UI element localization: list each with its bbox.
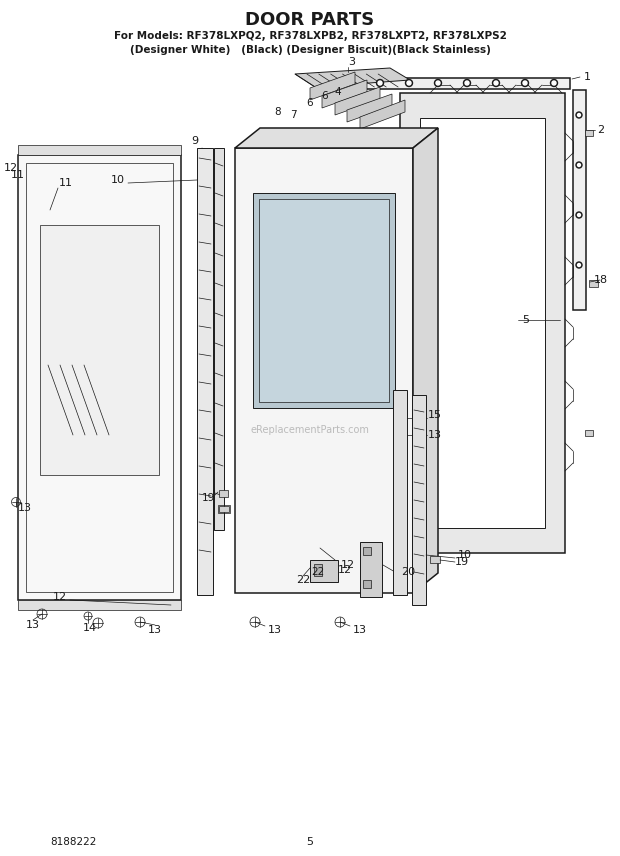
Bar — [585, 430, 593, 436]
Text: 12: 12 — [338, 565, 352, 575]
Polygon shape — [573, 90, 586, 310]
Text: DOOR PARTS: DOOR PARTS — [246, 11, 374, 29]
Circle shape — [405, 80, 412, 86]
Circle shape — [576, 112, 582, 118]
Text: 4: 4 — [335, 87, 342, 97]
Circle shape — [465, 81, 469, 85]
Circle shape — [407, 81, 411, 85]
Bar — [360, 542, 382, 597]
Text: 1: 1 — [583, 72, 590, 82]
Polygon shape — [18, 155, 181, 600]
Text: 19: 19 — [202, 493, 215, 503]
Bar — [589, 280, 598, 287]
Text: 13: 13 — [26, 620, 40, 630]
Bar — [310, 560, 338, 582]
Circle shape — [376, 80, 384, 86]
Polygon shape — [259, 199, 389, 402]
Polygon shape — [413, 128, 438, 593]
Circle shape — [378, 81, 382, 85]
Circle shape — [551, 80, 557, 86]
Text: 11: 11 — [11, 170, 25, 180]
Circle shape — [576, 162, 582, 168]
Bar — [219, 506, 229, 512]
Circle shape — [552, 81, 556, 85]
Text: 22: 22 — [311, 567, 325, 577]
Polygon shape — [310, 72, 355, 100]
Text: 12: 12 — [53, 592, 67, 602]
Bar — [218, 505, 230, 513]
Polygon shape — [214, 148, 224, 530]
Circle shape — [494, 81, 498, 85]
Bar — [314, 564, 322, 576]
Polygon shape — [335, 87, 380, 115]
Text: 20: 20 — [401, 567, 415, 577]
Text: 13: 13 — [268, 625, 282, 635]
Text: 18: 18 — [594, 275, 608, 285]
Circle shape — [577, 114, 580, 116]
Text: 14: 14 — [83, 623, 97, 633]
Polygon shape — [420, 118, 545, 528]
Text: 10: 10 — [458, 550, 472, 560]
Text: 13: 13 — [148, 625, 162, 635]
Text: eReplacementParts.com: eReplacementParts.com — [250, 425, 370, 435]
Bar — [219, 490, 228, 497]
Polygon shape — [40, 225, 159, 475]
Text: 5: 5 — [523, 315, 529, 325]
Bar — [585, 130, 593, 136]
Text: 8: 8 — [275, 107, 281, 117]
Text: 6: 6 — [322, 91, 329, 101]
Circle shape — [464, 80, 471, 86]
Circle shape — [577, 264, 580, 266]
Polygon shape — [197, 148, 213, 595]
Bar — [363, 547, 371, 555]
Polygon shape — [412, 395, 426, 605]
Text: 13: 13 — [18, 503, 32, 513]
Circle shape — [523, 81, 527, 85]
Text: 5: 5 — [306, 837, 314, 847]
Polygon shape — [322, 80, 367, 108]
Text: 15: 15 — [428, 410, 442, 420]
Circle shape — [576, 212, 582, 218]
Text: 9: 9 — [192, 136, 198, 146]
Text: 22: 22 — [296, 575, 310, 585]
Text: 8188222: 8188222 — [50, 837, 96, 847]
Text: 6: 6 — [307, 98, 313, 108]
Text: (Designer White)   (Black) (Designer Biscuit)(Black Stainless): (Designer White) (Black) (Designer Biscu… — [130, 45, 490, 55]
Bar — [430, 556, 440, 563]
Polygon shape — [18, 145, 181, 155]
Circle shape — [577, 163, 580, 167]
Circle shape — [492, 80, 500, 86]
Text: 2: 2 — [598, 125, 604, 135]
Polygon shape — [253, 193, 395, 408]
Polygon shape — [400, 93, 565, 553]
Polygon shape — [360, 100, 405, 129]
Text: 13: 13 — [428, 430, 442, 440]
Circle shape — [577, 213, 580, 217]
Text: 11: 11 — [59, 178, 73, 188]
Text: 12: 12 — [341, 560, 355, 570]
Text: 10: 10 — [111, 175, 125, 185]
Circle shape — [521, 80, 528, 86]
Polygon shape — [347, 94, 392, 122]
Text: 12: 12 — [4, 163, 18, 173]
Polygon shape — [295, 68, 410, 87]
Polygon shape — [235, 128, 438, 148]
Circle shape — [435, 80, 441, 86]
Text: 3: 3 — [348, 57, 355, 67]
Polygon shape — [355, 78, 570, 89]
Circle shape — [436, 81, 440, 85]
Text: 13: 13 — [353, 625, 367, 635]
Circle shape — [576, 262, 582, 268]
Text: 7: 7 — [290, 110, 296, 120]
Text: 19: 19 — [455, 557, 469, 567]
Polygon shape — [18, 600, 181, 610]
Text: For Models: RF378LXPQ2, RF378LXPB2, RF378LXPT2, RF378LXPS2: For Models: RF378LXPQ2, RF378LXPB2, RF37… — [113, 31, 507, 41]
Polygon shape — [235, 148, 413, 593]
Polygon shape — [393, 390, 407, 595]
Bar — [363, 580, 371, 588]
